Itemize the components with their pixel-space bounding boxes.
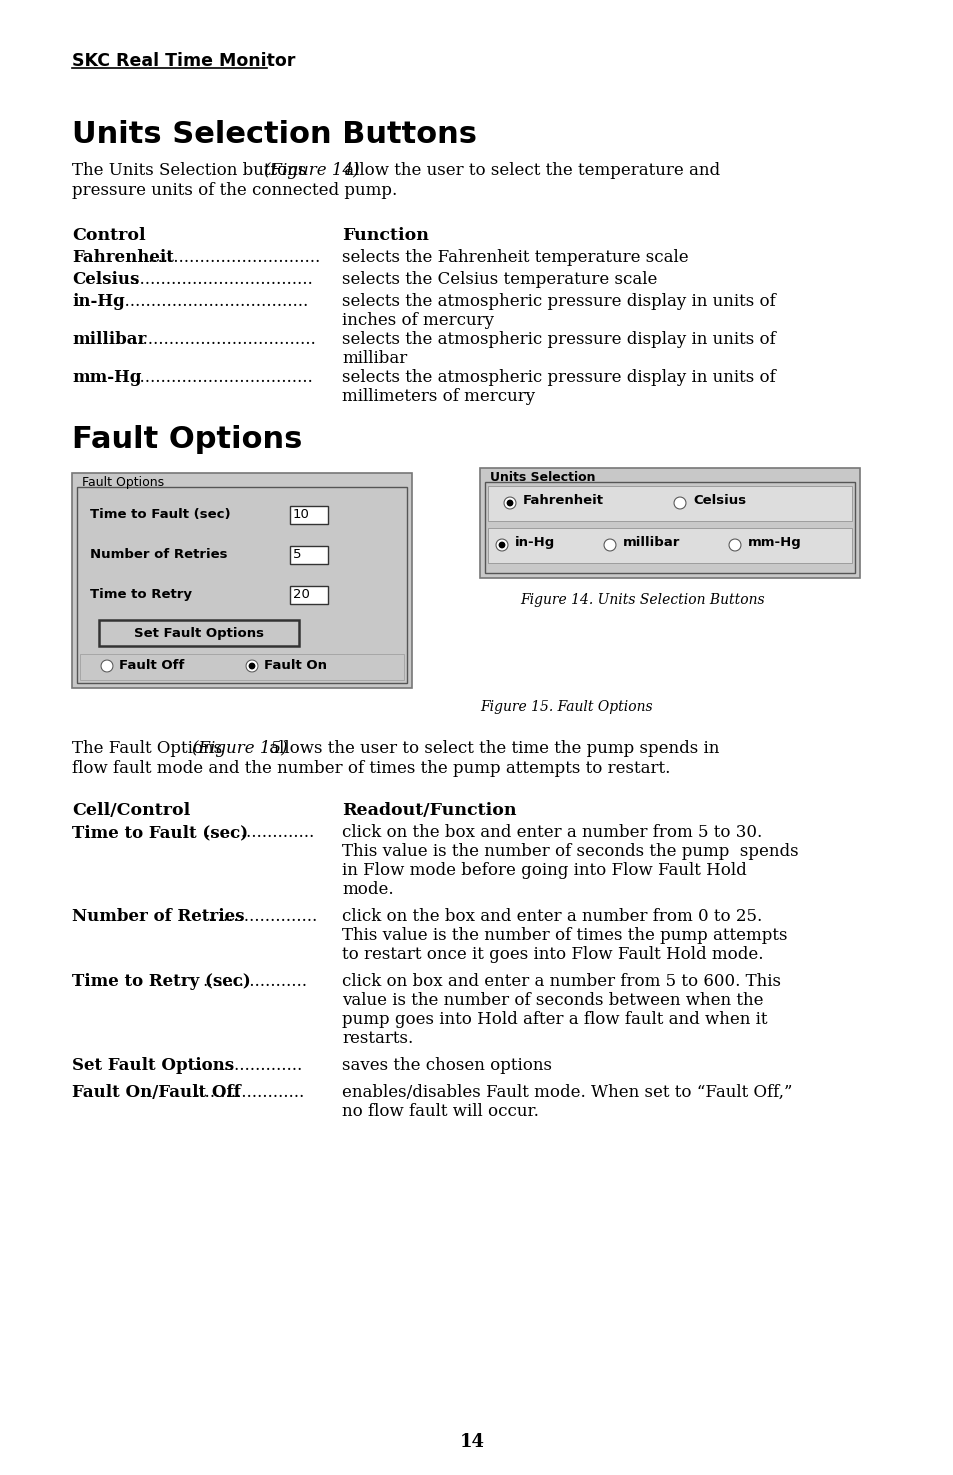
Text: Fault On/Fault Off: Fault On/Fault Off — [71, 1084, 240, 1100]
Text: millibar: millibar — [622, 535, 679, 549]
Text: no flow fault will occur.: no flow fault will occur. — [341, 1103, 538, 1120]
Text: SKC Real Time Monitor: SKC Real Time Monitor — [71, 52, 295, 69]
Text: click on the box and enter a number from 5 to 30.: click on the box and enter a number from… — [341, 825, 761, 841]
Text: .....................: ..................... — [192, 1058, 302, 1074]
Text: Time to Fault (sec): Time to Fault (sec) — [90, 507, 231, 521]
Circle shape — [249, 664, 254, 668]
Circle shape — [496, 538, 507, 552]
Text: (Figure 14): (Figure 14) — [264, 162, 359, 178]
Text: click on the box and enter a number from 0 to 25.: click on the box and enter a number from… — [341, 909, 761, 925]
Text: selects the atmospheric pressure display in units of: selects the atmospheric pressure display… — [341, 294, 775, 310]
Text: in Flow mode before going into Flow Fault Hold: in Flow mode before going into Flow Faul… — [341, 861, 746, 879]
Circle shape — [503, 497, 516, 509]
Text: in-Hg: in-Hg — [515, 535, 555, 549]
Text: pump goes into Hold after a flow fault and when it: pump goes into Hold after a flow fault a… — [341, 1010, 767, 1028]
Text: value is the number of seconds between when the: value is the number of seconds between w… — [341, 993, 762, 1009]
Text: selects the Fahrenheit temperature scale: selects the Fahrenheit temperature scale — [341, 249, 688, 266]
Text: ...................................: ................................... — [129, 271, 313, 288]
Text: in-Hg: in-Hg — [71, 294, 125, 310]
Text: Units Selection Buttons: Units Selection Buttons — [71, 119, 476, 149]
Text: 10: 10 — [293, 507, 310, 521]
Text: millibar: millibar — [71, 330, 146, 348]
Bar — [488, 528, 851, 563]
Text: .....................: ..................... — [193, 1084, 304, 1100]
Text: Time to Retry (sec): Time to Retry (sec) — [71, 974, 251, 990]
Bar — [290, 506, 328, 524]
Text: flow fault mode and the number of times the pump attempts to restart.: flow fault mode and the number of times … — [71, 760, 670, 777]
Text: ....................: .................... — [202, 974, 307, 990]
Text: ...................................: ................................... — [132, 330, 315, 348]
Text: selects the atmospheric pressure display in units of: selects the atmospheric pressure display… — [341, 330, 775, 348]
Text: allows the user to select the time the pump spends in: allows the user to select the time the p… — [264, 740, 719, 757]
Text: Figure 14. Units Selection Buttons: Figure 14. Units Selection Buttons — [519, 593, 763, 608]
Text: 5: 5 — [293, 549, 301, 560]
Text: selects the atmospheric pressure display in units of: selects the atmospheric pressure display… — [341, 369, 775, 386]
Text: Cell/Control: Cell/Control — [71, 802, 190, 819]
Text: Set Fault Options: Set Fault Options — [133, 627, 264, 640]
Text: inches of mercury: inches of mercury — [341, 313, 494, 329]
Text: mm-Hg: mm-Hg — [747, 535, 801, 549]
Text: Time to Retry: Time to Retry — [90, 589, 192, 600]
Text: (Figure 15): (Figure 15) — [192, 740, 287, 757]
Bar — [80, 653, 403, 680]
Text: to restart once it goes into Flow Fault Hold mode.: to restart once it goes into Flow Fault … — [341, 945, 762, 963]
Text: saves the chosen options: saves the chosen options — [341, 1058, 552, 1074]
Text: allow the user to select the temperature and: allow the user to select the temperature… — [338, 162, 720, 178]
Text: .....................: ..................... — [207, 909, 317, 925]
Text: 14: 14 — [459, 1434, 484, 1451]
Text: Fahrenheit: Fahrenheit — [522, 494, 603, 507]
Circle shape — [728, 538, 740, 552]
Text: .................................: ................................. — [147, 249, 320, 266]
FancyBboxPatch shape — [479, 468, 859, 578]
Text: Figure 15. Fault Options: Figure 15. Fault Options — [479, 701, 652, 714]
Text: Fahrenheit: Fahrenheit — [71, 249, 173, 266]
Circle shape — [246, 659, 257, 673]
Circle shape — [673, 497, 685, 509]
Text: .....................: ..................... — [204, 825, 314, 841]
Text: Number of Retries: Number of Retries — [90, 549, 227, 560]
Text: .....................................: ..................................... — [113, 294, 308, 310]
Text: Control: Control — [71, 227, 146, 243]
Text: click on box and enter a number from 5 to 600. This: click on box and enter a number from 5 t… — [341, 974, 781, 990]
Text: Celsius: Celsius — [692, 494, 745, 507]
Text: Function: Function — [341, 227, 429, 243]
Text: Fault Off: Fault Off — [119, 659, 184, 673]
Text: Readout/Function: Readout/Function — [341, 802, 516, 819]
Text: The Units Selection buttons: The Units Selection buttons — [71, 162, 312, 178]
Text: mode.: mode. — [341, 881, 394, 898]
Text: Units Selection: Units Selection — [490, 471, 595, 484]
Bar — [290, 546, 328, 563]
Text: ...................................: ................................... — [129, 369, 313, 386]
Text: selects the Celsius temperature scale: selects the Celsius temperature scale — [341, 271, 657, 288]
Bar — [77, 487, 407, 683]
Text: enables/disables Fault mode. When set to “Fault Off,”: enables/disables Fault mode. When set to… — [341, 1084, 792, 1100]
Text: millimeters of mercury: millimeters of mercury — [341, 388, 535, 406]
Bar — [290, 586, 328, 603]
Text: mm-Hg: mm-Hg — [71, 369, 141, 386]
Text: pressure units of the connected pump.: pressure units of the connected pump. — [71, 181, 396, 199]
Text: Set Fault Options: Set Fault Options — [71, 1058, 233, 1074]
Circle shape — [101, 659, 112, 673]
Text: restarts.: restarts. — [341, 1030, 413, 1047]
Text: millibar: millibar — [341, 350, 407, 367]
Circle shape — [498, 543, 504, 547]
Text: Celsius: Celsius — [71, 271, 139, 288]
Bar — [488, 485, 851, 521]
Text: Time to Fault (sec): Time to Fault (sec) — [71, 825, 248, 841]
FancyBboxPatch shape — [71, 473, 412, 687]
Bar — [484, 482, 854, 572]
Text: Fault Options: Fault Options — [71, 425, 302, 454]
Circle shape — [603, 538, 616, 552]
Circle shape — [507, 500, 512, 506]
FancyBboxPatch shape — [99, 620, 298, 646]
Text: This value is the number of times the pump attempts: This value is the number of times the pu… — [341, 926, 786, 944]
Text: Number of Retries: Number of Retries — [71, 909, 244, 925]
Text: Fault Options: Fault Options — [82, 476, 164, 490]
Text: Fault On: Fault On — [264, 659, 327, 673]
Text: 20: 20 — [293, 589, 310, 600]
Text: The Fault Options: The Fault Options — [71, 740, 227, 757]
Text: This value is the number of seconds the pump  spends: This value is the number of seconds the … — [341, 844, 798, 860]
